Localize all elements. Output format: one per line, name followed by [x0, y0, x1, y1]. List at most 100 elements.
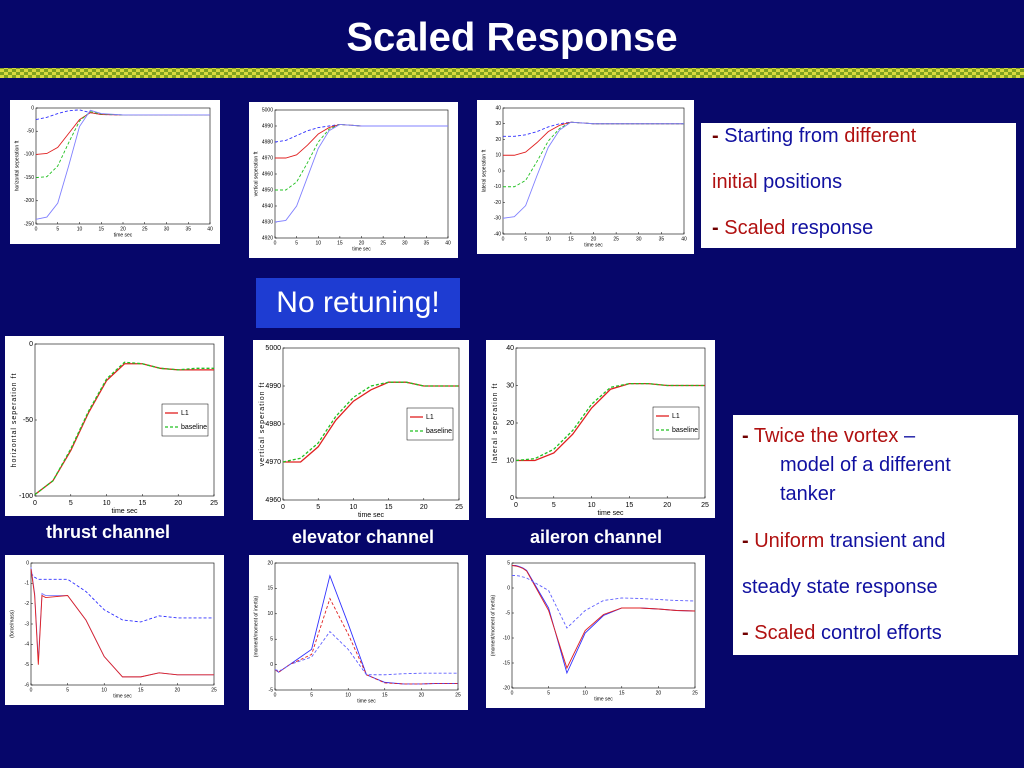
y-tick-label: 4970 — [262, 155, 273, 161]
y-tick-label: -150 — [24, 175, 34, 181]
y-tick-label: -3 — [25, 621, 30, 627]
bullet-line: - Uniform transient and — [742, 530, 945, 552]
text-box — [733, 415, 1018, 655]
y-tick-label: 4940 — [262, 203, 273, 209]
y-tick-label: -20 — [503, 685, 510, 691]
x-tick-label: 10 — [588, 502, 596, 509]
plot-panel — [249, 555, 468, 710]
y-tick-label: -2 — [25, 601, 30, 607]
y-tick-label: -10 — [503, 635, 510, 641]
bullet-line: steady state response — [742, 576, 938, 598]
y-tick-label: -50 — [27, 129, 34, 135]
y-axis-label: vertical seperation ft — [259, 382, 266, 467]
legend-box — [161, 403, 209, 437]
x-tick-label: 10 — [545, 236, 551, 242]
bullet-line: tanker — [780, 483, 836, 505]
x-tick-label: 15 — [138, 687, 144, 693]
x-axis-label: time sec — [114, 232, 133, 238]
y-axis-label: (force/mass) — [9, 610, 15, 638]
x-tick-label: 5 — [316, 504, 320, 511]
bullet-line: - Scaled response — [712, 217, 873, 239]
plot-panel — [249, 102, 458, 258]
y-tick-label: 0 — [31, 105, 34, 111]
x-axis-label: time sec — [357, 698, 376, 704]
channel-label: thrust channel — [46, 522, 170, 542]
x-tick-label: 5 — [310, 692, 313, 698]
x-tick-label: 20 — [174, 500, 182, 507]
y-tick-label: 4980 — [265, 421, 281, 428]
x-tick-label: 5 — [547, 690, 550, 696]
y-tick-label: 4950 — [262, 187, 273, 193]
x-tick-label: 25 — [455, 692, 461, 698]
x-tick-label: 15 — [626, 502, 634, 509]
series-line — [35, 109, 210, 220]
x-tick-label: 10 — [315, 240, 321, 246]
x-tick-label: 0 — [33, 500, 37, 507]
plot-panel — [486, 555, 705, 708]
y-tick-label: 5000 — [265, 345, 281, 352]
y-tick-label: 5000 — [262, 107, 273, 113]
y-tick-label: -40 — [494, 231, 501, 237]
x-axis-label: time sec — [358, 512, 385, 519]
y-tick-label: -1 — [25, 581, 30, 587]
y-tick-label: 4990 — [262, 123, 273, 129]
x-tick-label: 20 — [656, 690, 662, 696]
x-tick-label: 20 — [663, 502, 671, 509]
y-tick-label: 4970 — [265, 459, 281, 466]
x-tick-label: 20 — [175, 687, 181, 693]
x-tick-label: 25 — [613, 236, 619, 242]
series-line — [34, 361, 214, 495]
y-axis-label: (moment/moment of inertia) — [253, 595, 259, 657]
x-tick-label: 25 — [692, 690, 698, 696]
x-tick-label: 5 — [56, 226, 59, 232]
x-tick-label: 0 — [35, 226, 38, 232]
x-tick-label: 10 — [345, 692, 351, 698]
x-tick-label: 25 — [142, 226, 148, 232]
x-tick-label: 20 — [591, 236, 597, 242]
x-tick-label: 0 — [511, 690, 514, 696]
y-tick-label: 4960 — [262, 171, 273, 177]
x-tick-label: 20 — [419, 692, 425, 698]
x-tick-label: 0 — [502, 236, 505, 242]
callout-box — [256, 278, 460, 328]
x-tick-label: 0 — [274, 692, 277, 698]
x-tick-label: 15 — [385, 504, 393, 511]
y-tick-label: 40 — [506, 345, 514, 352]
y-tick-label: 10 — [506, 457, 514, 464]
series-line — [30, 569, 214, 678]
callout: No retuning! — [276, 286, 439, 319]
legend-label: baseline — [181, 424, 207, 431]
plot-panel — [10, 100, 220, 244]
y-tick-label: 15 — [267, 586, 273, 592]
x-tick-label: 0 — [274, 240, 277, 246]
series-line — [283, 381, 459, 463]
y-tick-label: 20 — [506, 420, 514, 427]
plot-area — [274, 562, 459, 691]
x-tick-label: 35 — [185, 226, 191, 232]
x-axis-label: time sec — [111, 508, 138, 515]
x-tick-label: 10 — [582, 690, 588, 696]
y-axis-label: lateral seperation ft — [481, 149, 487, 192]
y-tick-label: -100 — [19, 493, 33, 500]
y-tick-label: 30 — [495, 121, 501, 127]
y-tick-label: 0 — [510, 495, 514, 502]
x-axis-label: time sec — [352, 246, 371, 252]
y-tick-label: 0 — [507, 585, 510, 591]
y-axis-label: horizontal seperation ft — [14, 140, 20, 191]
divider — [0, 68, 1024, 78]
legend-label: L1 — [672, 413, 680, 420]
x-tick-label: 10 — [101, 687, 107, 693]
x-tick-label: 40 — [207, 226, 213, 232]
y-tick-label: 0 — [29, 341, 33, 348]
y-tick-label: 5 — [507, 560, 510, 566]
y-tick-label: -10 — [494, 184, 501, 190]
x-axis-label: time sec — [584, 242, 603, 248]
y-tick-label: 4920 — [262, 235, 273, 241]
series-line — [274, 597, 458, 685]
y-axis-label: lateral seperation ft — [492, 383, 499, 464]
x-tick-label: 15 — [619, 690, 625, 696]
x-tick-label: 25 — [701, 502, 709, 509]
x-tick-label: 30 — [164, 226, 170, 232]
x-tick-label: 5 — [295, 240, 298, 246]
